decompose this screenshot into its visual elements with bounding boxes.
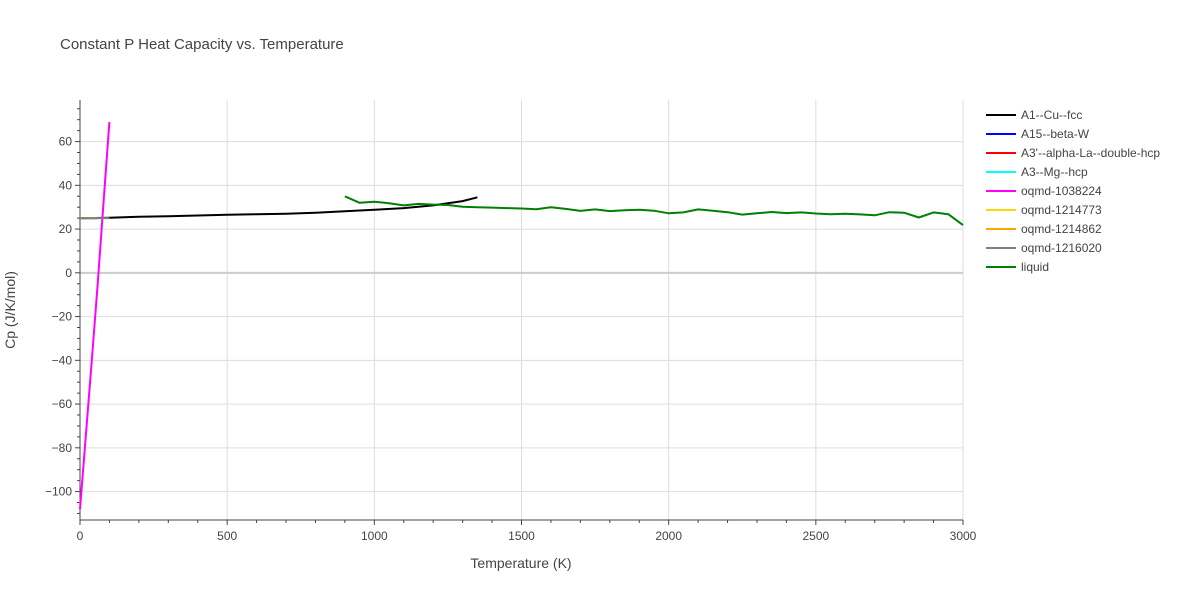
y-tick-label: 60 [59, 135, 73, 149]
series-lines [79, 121, 964, 510]
y-axis-title: Cp (J/K/mol) [2, 271, 18, 349]
y-tick-label: −80 [52, 441, 73, 455]
legend-label: liquid [1021, 260, 1049, 274]
chart-title: Constant P Heat Capacity vs. Temperature [60, 36, 344, 53]
y-tick-label: −40 [52, 353, 73, 367]
y-tick-label: 20 [59, 222, 73, 236]
legend-label: oqmd-1214773 [1021, 203, 1102, 217]
x-tick-label: 1000 [361, 529, 388, 543]
x-tick-label: 2500 [802, 529, 829, 543]
legend-label: A15--beta-W [1021, 127, 1090, 141]
x-tick-label: 0 [77, 529, 84, 543]
legend: A1--Cu--fcc A15--beta-W A3'--alpha-La--dou… [986, 108, 1160, 274]
y-tick-label: −60 [52, 397, 73, 411]
x-tick-label: 1500 [508, 529, 535, 543]
legend-label: A3'--alpha-La--double-hcp [1021, 146, 1160, 160]
grid-lines [80, 100, 964, 520]
y-tick-label: 40 [59, 178, 73, 192]
legend-label: oqmd-1214862 [1021, 222, 1102, 236]
y-tick-label: −100 [45, 485, 72, 499]
x-tick-label: 2000 [655, 529, 682, 543]
legend-label: A3--Mg--hcp [1021, 165, 1088, 179]
tick-labels: 0 500 1000 1500 2000 2500 3000 −100 −80 −60 −40 −20… [45, 135, 977, 543]
legend-label: oqmd-1216020 [1021, 241, 1102, 255]
series-line-oqmd-1038224 [79, 121, 111, 510]
x-axis-title: Temperature (K) [470, 555, 571, 571]
legend-label: A1--Cu--fcc [1021, 108, 1082, 122]
axes [75, 100, 964, 525]
series-line-A1--Cu--fcc [79, 196, 478, 220]
series-line-liquid [344, 195, 964, 226]
x-tick-label: 3000 [950, 529, 977, 543]
legend-label: oqmd-1038224 [1021, 184, 1102, 198]
y-tick-label: 0 [65, 266, 72, 280]
y-tick-label: −20 [52, 310, 73, 324]
x-tick-label: 500 [217, 529, 237, 543]
